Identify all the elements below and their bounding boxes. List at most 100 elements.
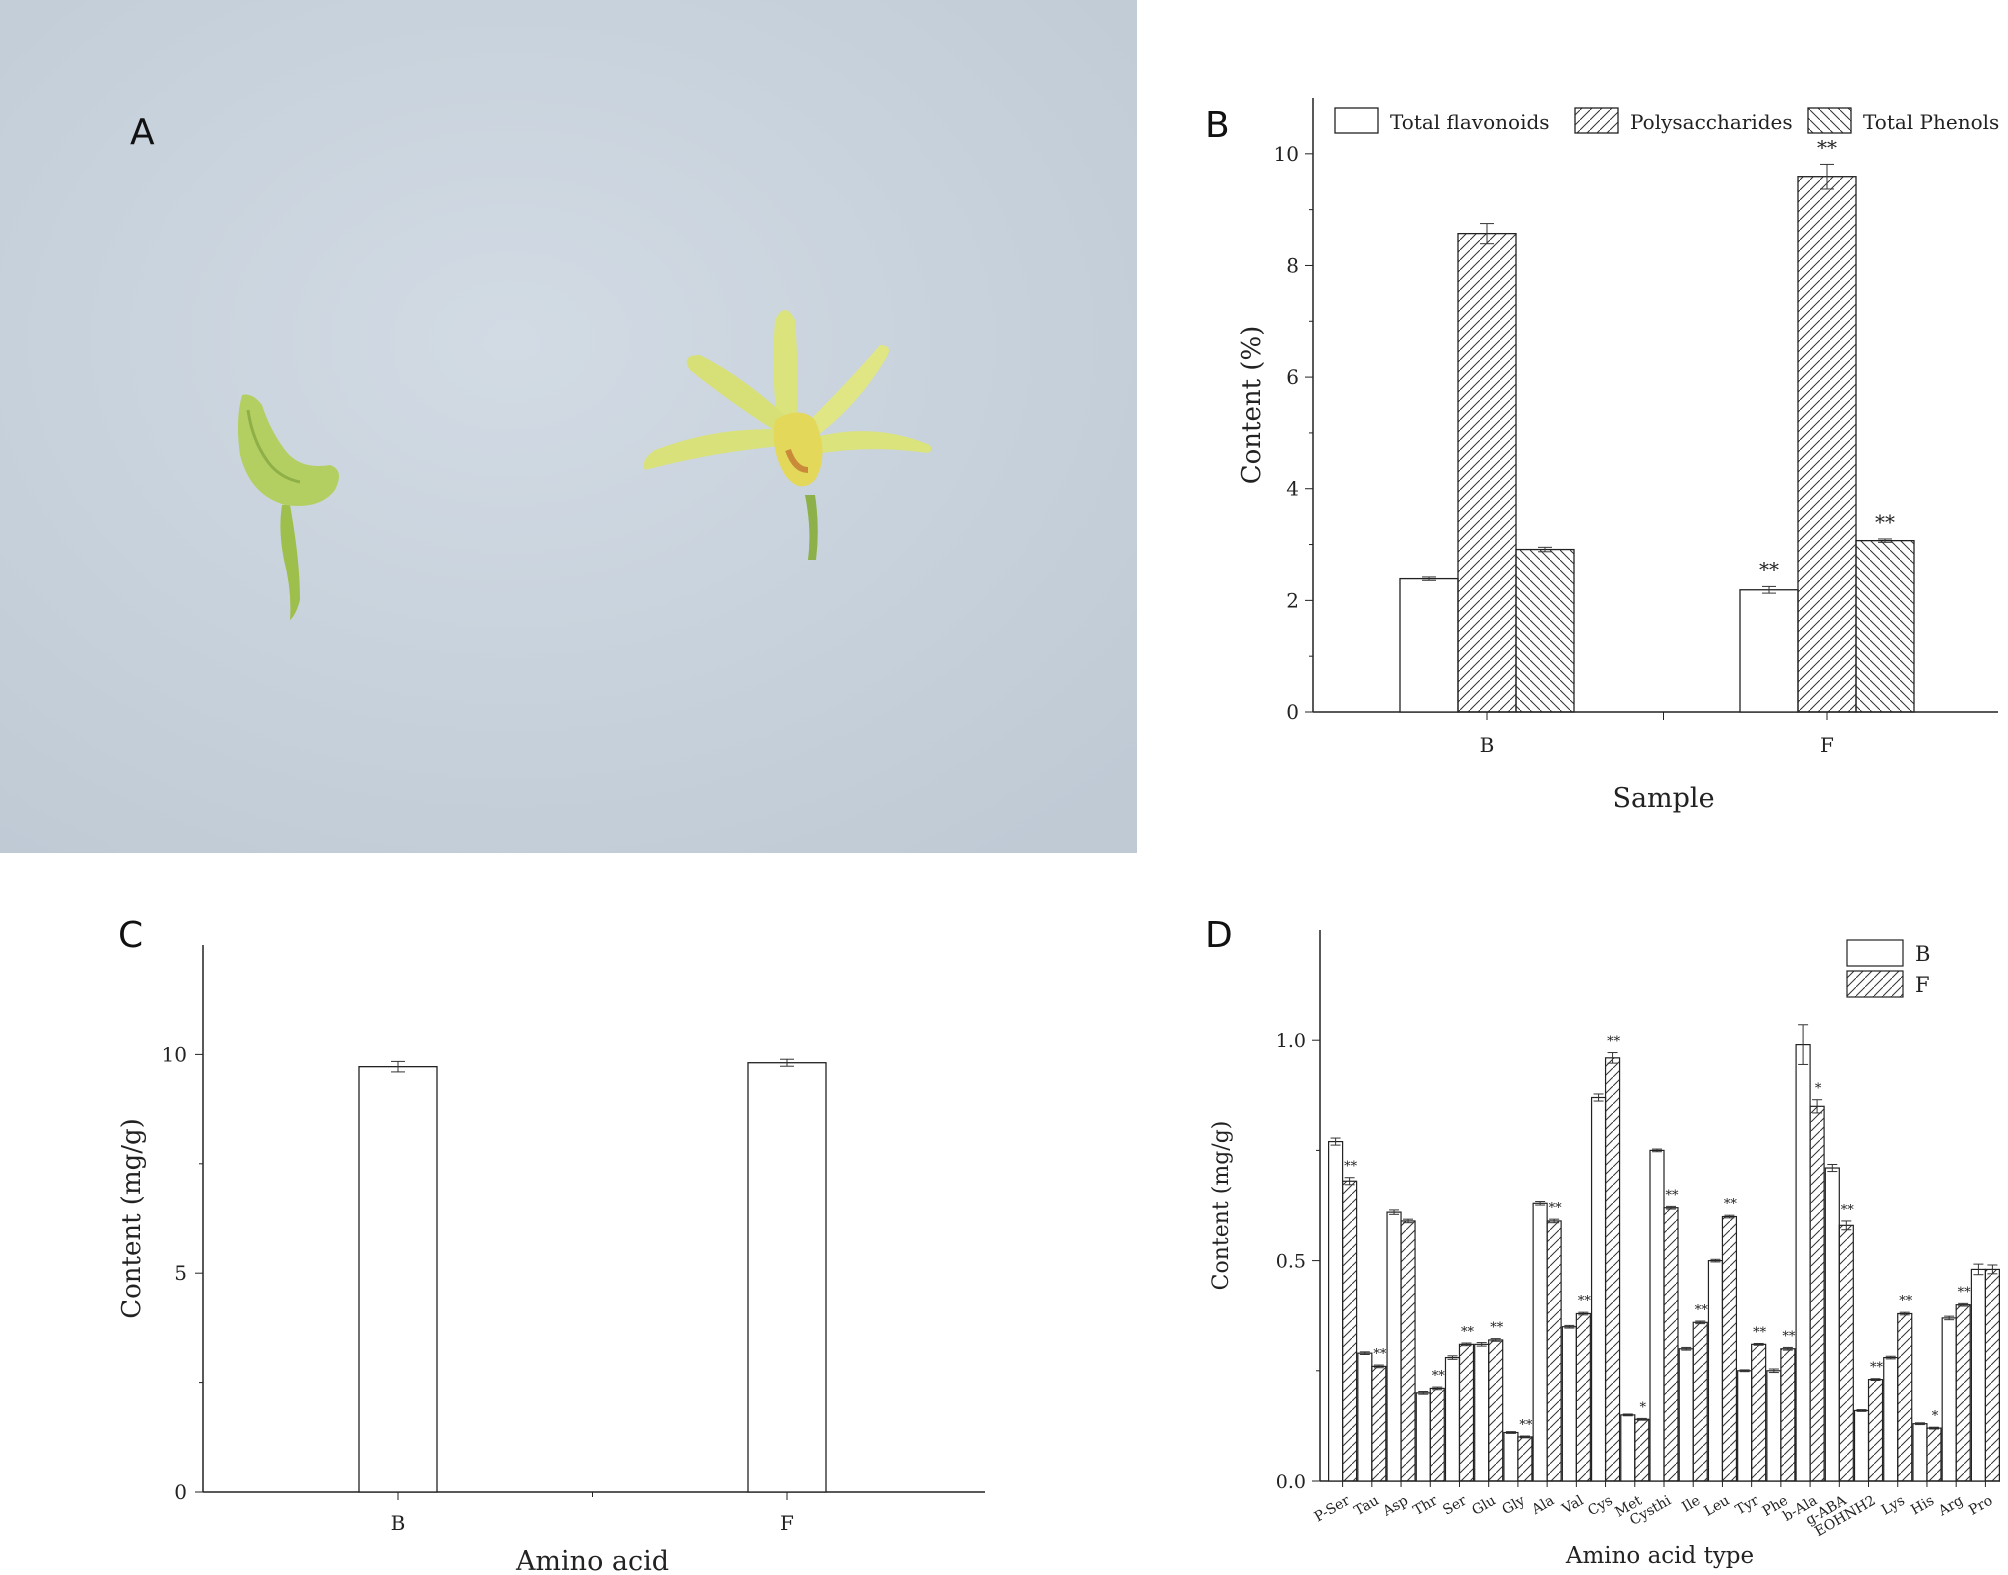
y-axis-title: Content (mg/g) xyxy=(117,1118,147,1319)
x-axis-title: Sample xyxy=(1612,783,1714,814)
bar-polysaccharides xyxy=(1457,232,1517,713)
x-tick-label: Tau xyxy=(1352,1493,1382,1520)
bar-f xyxy=(1984,1268,2000,1482)
bar-b xyxy=(1386,1211,1402,1482)
bar-f xyxy=(1955,1304,1971,1482)
bar-b xyxy=(358,1066,438,1493)
bar-b xyxy=(1415,1392,1431,1482)
x-tick-label: Pro xyxy=(1966,1493,1995,1519)
chart-b: 0 2 4 6 8 10 B F ** ** ** Sample Content (%) Total fl… xyxy=(1237,98,1999,814)
x-tick-label: Ile xyxy=(1679,1493,1703,1516)
x-tick-label: B xyxy=(391,1511,406,1535)
significance-mark: ** xyxy=(1875,510,1895,534)
significance-mark: ** xyxy=(1753,1325,1767,1340)
y-tick-label: 0 xyxy=(1286,700,1299,724)
bar-b xyxy=(1707,1260,1724,1482)
x-tick-label: F xyxy=(780,1511,794,1535)
bar-f xyxy=(1663,1207,1679,1482)
significance-mark: ** xyxy=(1695,1303,1709,1318)
bar-b xyxy=(1357,1352,1373,1482)
bar-f xyxy=(1342,1180,1358,1482)
bar-b xyxy=(1561,1326,1577,1482)
x-tick-label: Lys xyxy=(1879,1493,1908,1519)
significance-mark: ** xyxy=(1519,1418,1533,1433)
bar-total-phenols xyxy=(1515,548,1575,713)
bar-f xyxy=(1692,1321,1708,1482)
panel-label-b: B xyxy=(1205,105,1230,146)
bar-f xyxy=(1897,1312,1913,1482)
bar-b xyxy=(1912,1423,1928,1482)
flower-photo xyxy=(0,0,1137,853)
photo-background xyxy=(0,0,1137,853)
x-tick-label: His xyxy=(1908,1493,1937,1519)
legend-label: Total flavonoids xyxy=(1390,110,1550,134)
significance-mark: ** xyxy=(1490,1321,1504,1336)
bar-total-flavonoids xyxy=(1399,577,1459,713)
bar-f xyxy=(1926,1427,1942,1482)
bar-f xyxy=(1721,1215,1738,1482)
bar-total-flavonoids xyxy=(1739,589,1799,713)
bar-b xyxy=(1474,1343,1490,1482)
significance-mark: * xyxy=(1815,1082,1822,1097)
x-tick-label: Arg xyxy=(1935,1493,1966,1520)
y-tick-label: 10 xyxy=(1274,142,1299,166)
legend-swatch xyxy=(1846,939,1904,967)
bar-f xyxy=(1546,1220,1562,1482)
bar-f xyxy=(1575,1312,1591,1482)
significance-mark: * xyxy=(1932,1409,1939,1424)
bar-f xyxy=(1867,1379,1884,1482)
bar-f xyxy=(1400,1220,1416,1482)
y-tick-label: 4 xyxy=(1286,477,1299,501)
y-tick-label: 2 xyxy=(1286,588,1299,612)
x-axis-title: Amino acid type xyxy=(1565,1543,1754,1569)
legend-swatch xyxy=(1334,107,1379,134)
x-axis-title: Amino acid xyxy=(515,1546,669,1575)
y-tick-label: 8 xyxy=(1286,253,1299,277)
bar-b xyxy=(1824,1167,1840,1482)
bar-b xyxy=(1795,1044,1811,1482)
significance-mark: ** xyxy=(1958,1285,1972,1300)
x-tick-label: Tyr xyxy=(1733,1492,1762,1518)
legend-label: Total Phenols xyxy=(1863,110,1999,134)
x-tick-label: Cys xyxy=(1585,1493,1615,1520)
significance-mark: ** xyxy=(1759,557,1779,581)
x-tick-label: B xyxy=(1480,733,1495,757)
bar-b xyxy=(1766,1370,1782,1482)
legend-label: F xyxy=(1915,973,1930,997)
bar-f xyxy=(1780,1348,1796,1482)
bar-b xyxy=(1883,1356,1899,1482)
y-tick-label: 6 xyxy=(1286,365,1299,389)
x-tick-label: F xyxy=(1820,733,1834,757)
bar-b xyxy=(1620,1414,1636,1482)
legend-label: Polysaccharides xyxy=(1630,110,1793,134)
significance-mark: ** xyxy=(1549,1201,1563,1216)
bar-polysaccharides xyxy=(1797,176,1857,713)
bar-b xyxy=(1737,1370,1753,1482)
x-tick-label: P-Ser xyxy=(1312,1492,1353,1525)
x-tick-label: Thr xyxy=(1411,1492,1441,1519)
y-tick-label: 0.5 xyxy=(1276,1251,1306,1273)
bar-f xyxy=(1604,1057,1621,1482)
significance-mark: ** xyxy=(1817,135,1837,159)
bar-b xyxy=(1590,1096,1607,1482)
bar-f xyxy=(1517,1436,1533,1482)
x-tick-label: Ala xyxy=(1528,1493,1557,1519)
significance-mark: ** xyxy=(1461,1325,1475,1340)
x-tick-label: Gly xyxy=(1499,1493,1527,1519)
bar-f xyxy=(1488,1339,1504,1482)
x-tick-label: Asp xyxy=(1379,1493,1411,1521)
open-flower xyxy=(643,310,932,560)
significance-mark: ** xyxy=(1841,1203,1855,1218)
bar-f xyxy=(1429,1387,1445,1482)
significance-mark: ** xyxy=(1782,1329,1796,1344)
legend-swatch xyxy=(1807,107,1852,134)
significance-mark: ** xyxy=(1607,1035,1621,1050)
significance-mark: ** xyxy=(1578,1294,1592,1309)
y-axis-title: Content (%) xyxy=(1237,326,1267,485)
bar-b xyxy=(1649,1149,1665,1482)
bar-f xyxy=(1809,1105,1825,1482)
flower-bud xyxy=(237,394,339,620)
legend-swatch xyxy=(1846,970,1904,998)
panel-label-c: C xyxy=(118,915,144,956)
bar-f xyxy=(1838,1224,1854,1482)
